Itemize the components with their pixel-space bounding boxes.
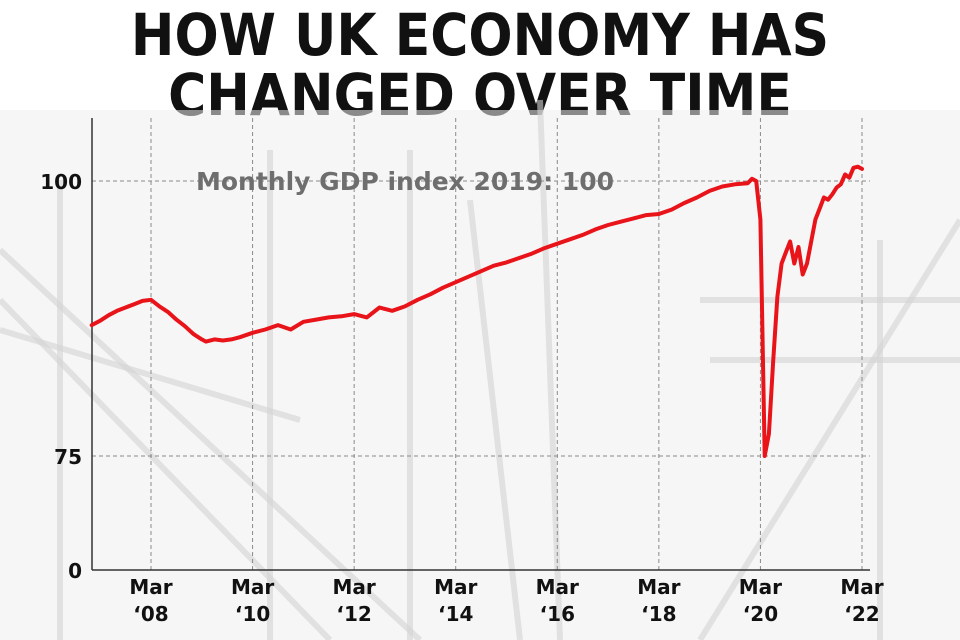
x-tick-label-year: ‘12: [336, 602, 371, 626]
background-structure-line: [0, 247, 423, 640]
background-structure-line: [0, 327, 301, 423]
x-tick-label-year: ‘18: [641, 602, 676, 626]
y-tick-label: 0: [68, 559, 82, 583]
x-tick-label-month: Mar: [231, 575, 274, 599]
chart-subtitle: Monthly GDP index 2019: 100: [196, 167, 614, 196]
x-tick-label-month: Mar: [739, 575, 782, 599]
gridlines: [92, 118, 870, 570]
x-tick-label-year: ‘08: [133, 602, 168, 626]
background-structure-line: [0, 297, 333, 640]
x-tick-label-month: Mar: [536, 575, 579, 599]
x-tick-label-month: Mar: [333, 575, 376, 599]
gdp-series-line: [89, 164, 864, 458]
x-tick-label-year: ‘16: [540, 602, 575, 626]
tick-labels: 100 75 0 Mar ‘08 Mar ‘10 Mar ‘12 Mar ‘14 Mar ‘16 Mar ‘…: [40, 170, 884, 626]
y-tick-label: 75: [54, 445, 82, 469]
x-tick-label-year: ‘20: [743, 602, 778, 626]
chart-title-line-1: HOW UK ECONOMY HAS: [130, 2, 830, 70]
background-structure-line: [537, 99, 563, 640]
y-tick-label: 100: [40, 170, 82, 194]
x-tick-label-month: Mar: [129, 575, 172, 599]
background-buildings: [0, 99, 960, 640]
x-tick-label-year: ‘10: [235, 602, 270, 626]
x-tick-label-month: Mar: [840, 575, 883, 599]
axes: [91, 118, 870, 571]
x-tick-label-month: Mar: [434, 575, 477, 599]
x-tick-label-year: ‘22: [844, 602, 879, 626]
x-tick-label-year: ‘14: [438, 602, 473, 626]
series: [89, 164, 864, 458]
x-tick-label-month: Mar: [637, 575, 680, 599]
